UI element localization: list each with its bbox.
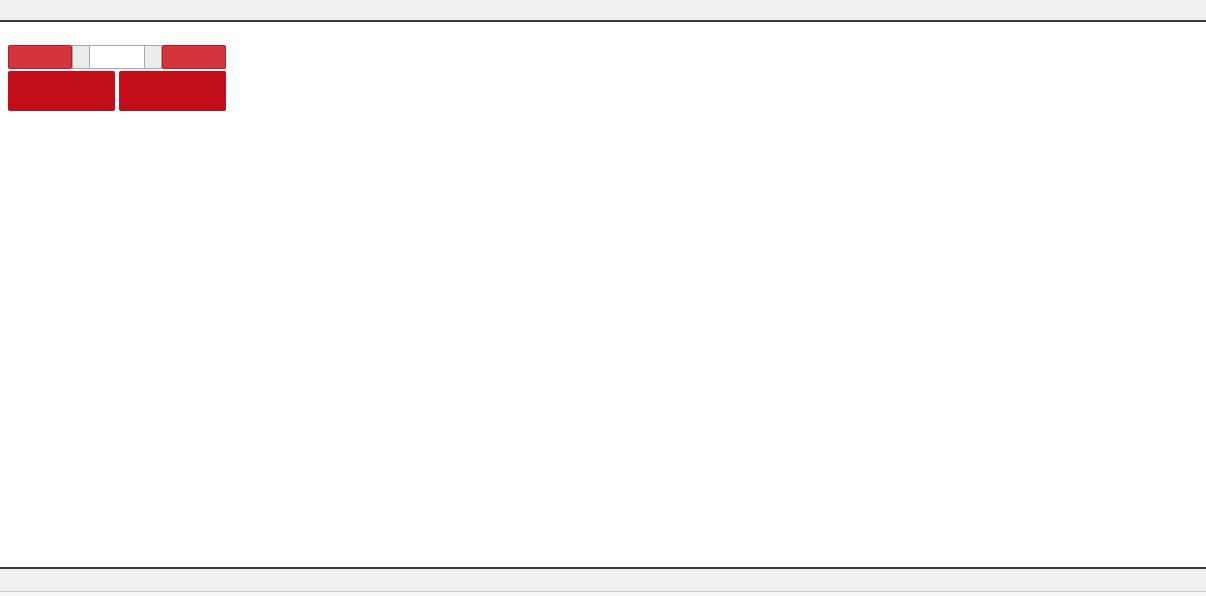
bottom-edge-strip	[0, 591, 1206, 596]
tab-scroll-left-icon[interactable]	[1140, 573, 1154, 587]
sell-price-display[interactable]	[8, 71, 115, 111]
volume-increase-button[interactable]	[144, 45, 162, 69]
timeframe-toolbar	[0, 0, 1206, 20]
tab-scroll-right-icon[interactable]	[1185, 573, 1199, 587]
volume-input[interactable]	[89, 45, 145, 69]
window-bottom-border	[0, 567, 1206, 569]
sell-button[interactable]	[8, 45, 73, 69]
buy-price-display[interactable]	[119, 71, 226, 111]
chart-title	[8, 29, 14, 43]
price-chart-canvas[interactable]	[0, 23, 1206, 567]
window-top-border	[0, 20, 1206, 23]
one-click-trade-panel	[8, 45, 226, 111]
volume-decrease-button[interactable]	[72, 45, 90, 69]
chart-tab-bar	[0, 569, 1206, 591]
chart-window	[0, 23, 1206, 567]
buy-button[interactable]	[161, 45, 226, 69]
